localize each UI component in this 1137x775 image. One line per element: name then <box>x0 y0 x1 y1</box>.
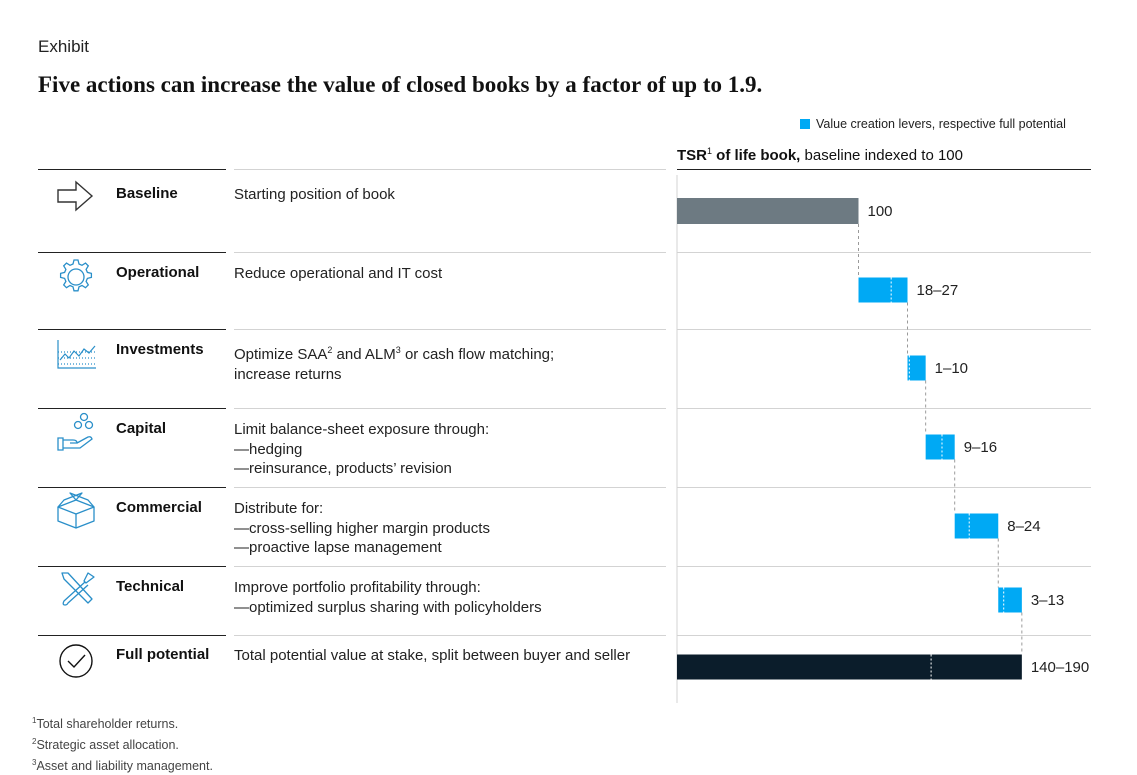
row-divider <box>234 252 666 253</box>
footnote: 3Asset and liability management. <box>32 758 213 774</box>
hand-coins-icon <box>54 412 98 452</box>
row-divider <box>677 408 1091 409</box>
value-label: 8–24 <box>1007 518 1040 535</box>
bar-operational <box>858 277 908 303</box>
table-rule <box>38 487 226 488</box>
row-divider <box>234 408 666 409</box>
line-chart-icon <box>54 334 98 374</box>
axis-title-bold-rest: of life book, <box>712 147 801 164</box>
lever-commercial: Commercial <box>116 499 202 516</box>
footnote: 2Strategic asset allocation. <box>32 737 179 753</box>
legend-label: Value creation levers, respective full p… <box>816 117 1066 131</box>
desc-full-potential: Total potential value at stake, split be… <box>234 647 631 664</box>
footnotes: 1Total shareholder returns. 2Strategic a… <box>32 712 213 775</box>
desc-operational: Reduce operational and IT cost <box>234 265 443 282</box>
row-divider <box>677 566 1091 567</box>
lever-operational: Operational <box>116 264 200 281</box>
row-divider <box>677 487 1091 488</box>
bar-commercial <box>954 513 999 539</box>
bar-full-potential <box>677 654 1022 680</box>
footnote: 1Total shareholder returns. <box>32 716 179 732</box>
row-divider <box>677 169 1091 170</box>
value-label: 1–10 <box>935 360 968 377</box>
desc-capital: Limit balance-sheet exposure through: —he… <box>234 421 490 477</box>
value-label: 3–13 <box>1031 592 1064 609</box>
lever-baseline: Baseline <box>116 185 178 202</box>
value-label: 100 <box>868 203 893 220</box>
desc-commercial: Distribute for: —cross-selling higher mar… <box>234 500 490 556</box>
table-rule <box>38 169 226 170</box>
table-rule <box>38 635 226 636</box>
bar-capital <box>925 434 955 460</box>
value-label: 140–190 <box>1031 659 1089 676</box>
legend: Value creation levers, respective full p… <box>800 117 1066 131</box>
axis-title-bold: TSR <box>677 147 707 164</box>
table-rule <box>38 408 226 409</box>
page-title: Five actions can increase the value of c… <box>38 72 763 97</box>
bar-technical <box>998 587 1022 613</box>
table-rule <box>38 252 226 253</box>
arrow-right-icon <box>54 176 98 216</box>
desc-baseline: Starting position of book <box>234 186 395 203</box>
axis-title-footnote-ref: 1 <box>707 146 713 156</box>
check-circle-icon <box>54 641 98 681</box>
exhibit-label: Exhibit <box>38 37 90 56</box>
axis-title: TSR1 of life book, baseline indexed to 1… <box>677 146 963 164</box>
bar-investments <box>907 355 926 381</box>
desc-investments: Optimize SAA2 and ALM3 or cash flow matc… <box>234 345 555 383</box>
table-rule <box>38 329 226 330</box>
row-divider <box>234 635 666 636</box>
row-divider <box>677 252 1091 253</box>
row-divider <box>234 487 666 488</box>
box-icon <box>54 490 98 530</box>
value-label: 9–16 <box>964 439 997 456</box>
bar-baseline <box>677 198 859 224</box>
row-divider <box>677 329 1091 330</box>
value-label: 18–27 <box>917 282 959 299</box>
waterfall-chart: 100 18–27 1–10 9–16 8–24 3–13 140–190 <box>676 175 1089 703</box>
legend-swatch <box>800 119 810 129</box>
row-divider <box>234 169 666 170</box>
lever-capital: Capital <box>116 420 167 437</box>
gear-icon <box>54 257 98 297</box>
row-divider <box>234 329 666 330</box>
row-divider <box>677 635 1091 636</box>
tools-icon <box>54 569 98 609</box>
table-rule <box>38 566 226 567</box>
row-divider <box>234 566 666 567</box>
lever-investments: Investments <box>116 341 204 358</box>
axis-title-rest: baseline indexed to 100 <box>800 147 963 164</box>
lever-technical: Technical <box>116 578 185 595</box>
lever-full-potential: Full potential <box>116 646 210 663</box>
desc-technical: Improve portfolio profitability through:… <box>234 579 542 616</box>
